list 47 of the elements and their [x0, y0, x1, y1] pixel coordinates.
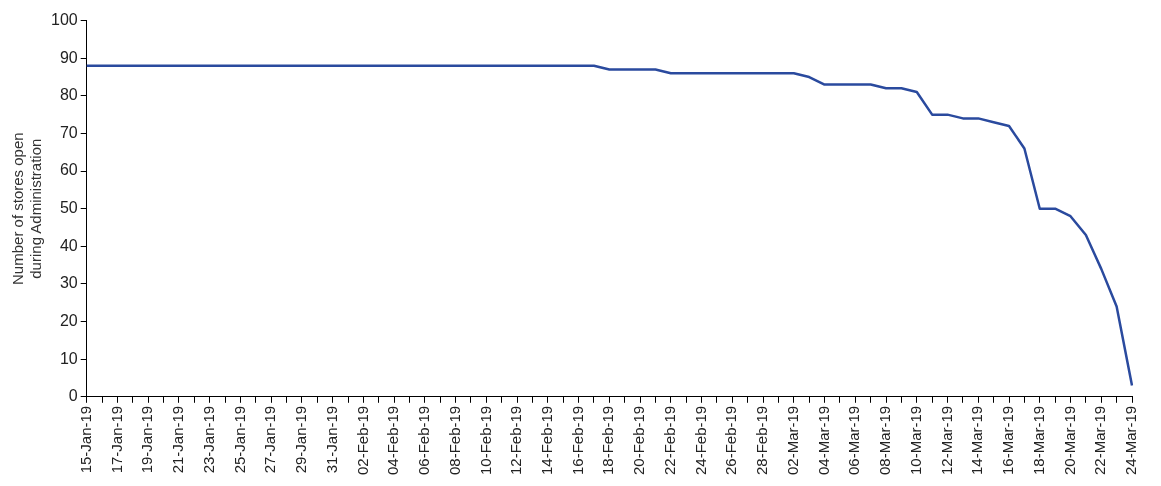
y-tick-label: 90: [59, 48, 78, 66]
x-tick-label: 20-Mar-19: [1060, 405, 1078, 475]
x-tick-label: 20-Feb-19: [630, 405, 648, 476]
x-tick-label: 26-Feb-19: [722, 405, 740, 476]
x-tick-label: 24-Mar-19: [1122, 405, 1140, 475]
y-tick-label: 70: [59, 123, 78, 141]
x-tick-label: 16-Mar-19: [999, 405, 1017, 475]
x-tick-label: 29-Jan-19: [292, 405, 310, 474]
x-tick-label: 22-Feb-19: [660, 405, 678, 476]
x-tick-label: 02-Mar-19: [783, 405, 801, 475]
y-tick-label: 50: [59, 199, 78, 217]
y-tick-label: 30: [59, 274, 78, 292]
x-tick-label: 21-Jan-19: [169, 405, 187, 474]
x-tick-label: 24-Feb-19: [691, 405, 709, 476]
x-tick-label: 08-Mar-19: [876, 405, 894, 475]
x-tick-label: 12-Mar-19: [937, 405, 955, 475]
x-tick-label: 04-Mar-19: [814, 405, 832, 475]
x-tick-label: 18-Feb-19: [599, 405, 617, 476]
x-tick-label: 12-Feb-19: [507, 405, 525, 476]
x-tick-label: 14-Mar-19: [968, 405, 986, 475]
x-tick-label: 28-Feb-19: [753, 405, 771, 476]
x-tick-label: 15-Jan-19: [76, 405, 94, 474]
x-tick-label: 22-Mar-19: [1091, 405, 1109, 475]
x-tick-label: 23-Jan-19: [199, 405, 217, 474]
x-tick-label: 02-Feb-19: [353, 405, 371, 476]
y-axis-title: Number of stores open during Administration: [9, 132, 45, 285]
y-tick-label: 40: [59, 236, 78, 254]
x-tick-label: 10-Mar-19: [906, 405, 924, 475]
x-tick-label: 31-Jan-19: [322, 405, 340, 474]
x-tick-label: 14-Feb-19: [538, 405, 555, 476]
y-tick-label: 60: [59, 161, 78, 179]
x-tick-label: 06-Feb-19: [415, 405, 433, 476]
x-tick-label: 04-Feb-19: [384, 405, 402, 476]
x-tick-label: 19-Jan-19: [138, 405, 156, 474]
x-tick-label: 06-Mar-19: [845, 405, 863, 475]
x-tick-label: 17-Jan-19: [107, 405, 125, 474]
x-tick-label: 08-Feb-19: [445, 405, 463, 476]
y-tick-label: 0: [68, 387, 78, 405]
y-tick-label: 10: [59, 349, 78, 367]
y-tick-label: 100: [50, 11, 78, 29]
x-tick-label: 16-Feb-19: [568, 405, 586, 476]
x-tick-label: 18-Mar-19: [1029, 405, 1047, 475]
y-tick-label: 80: [59, 86, 78, 104]
x-tick-label: 25-Jan-19: [230, 405, 248, 474]
y-tick-label: 20: [59, 311, 78, 329]
x-tick-label: 10-Feb-19: [476, 405, 494, 476]
x-tick-label: 27-Jan-19: [261, 405, 279, 474]
